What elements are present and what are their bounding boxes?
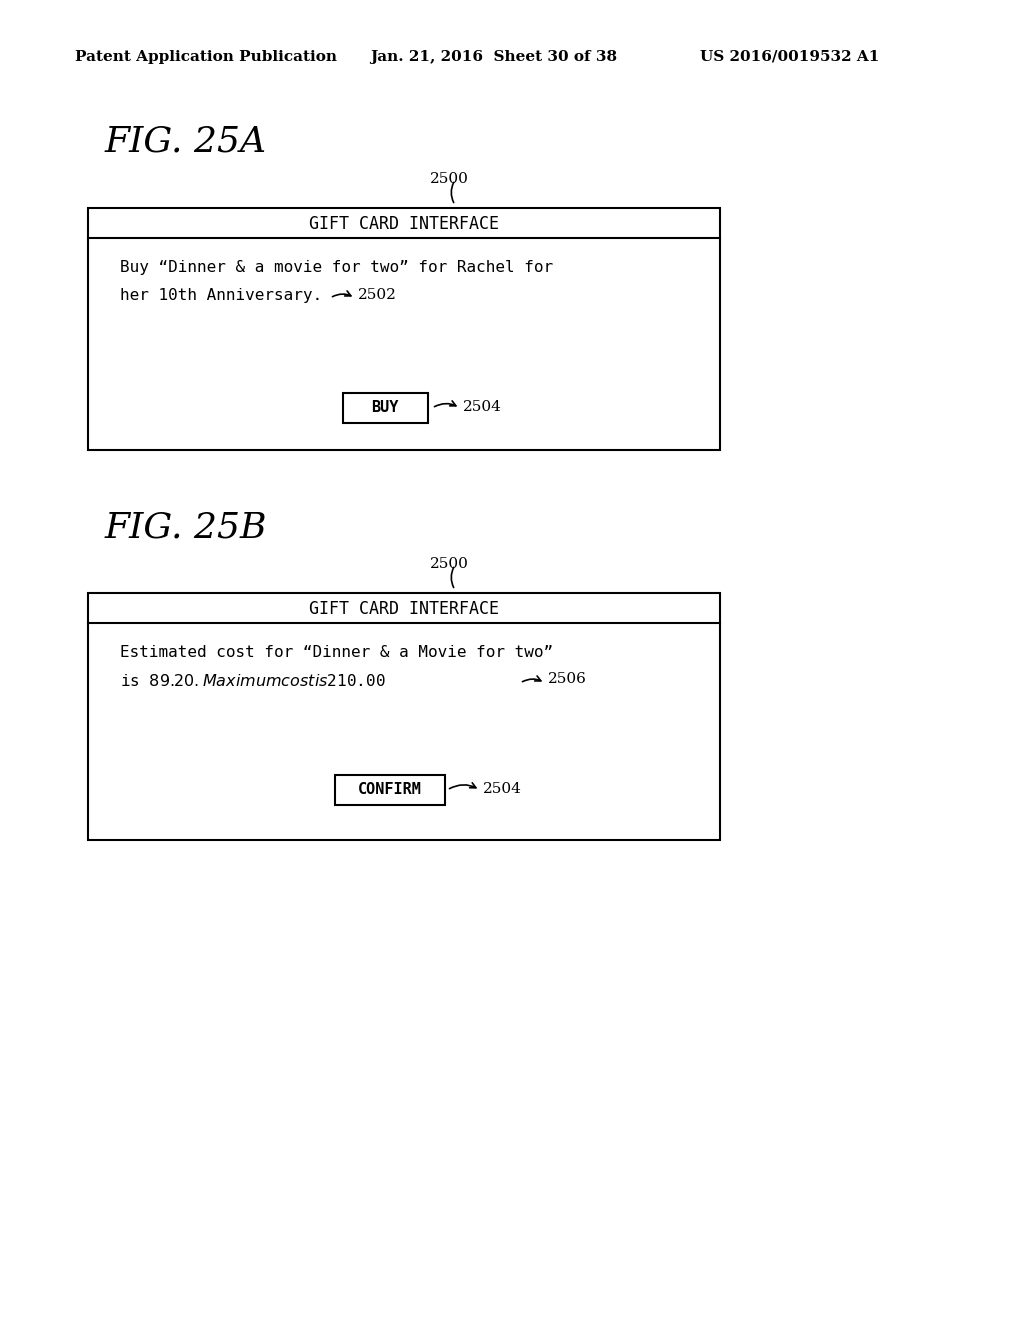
FancyBboxPatch shape	[88, 593, 720, 840]
Text: FIG. 25B: FIG. 25B	[105, 510, 267, 544]
Text: US 2016/0019532 A1: US 2016/0019532 A1	[700, 50, 880, 63]
Text: 2500: 2500	[430, 172, 469, 186]
Text: FIG. 25A: FIG. 25A	[105, 125, 267, 158]
Text: 2504: 2504	[463, 400, 502, 414]
FancyBboxPatch shape	[335, 775, 445, 805]
Text: 2504: 2504	[483, 781, 522, 796]
FancyBboxPatch shape	[342, 393, 427, 422]
Text: Jan. 21, 2016  Sheet 30 of 38: Jan. 21, 2016 Sheet 30 of 38	[370, 50, 617, 63]
Text: BUY: BUY	[372, 400, 398, 414]
Text: GIFT CARD INTERFACE: GIFT CARD INTERFACE	[309, 215, 499, 234]
Text: is $89.20. Maximum cost is $210.00: is $89.20. Maximum cost is $210.00	[120, 673, 386, 689]
Text: Patent Application Publication: Patent Application Publication	[75, 50, 337, 63]
Text: 2502: 2502	[358, 288, 397, 302]
Text: Estimated cost for “Dinner & a Movie for two”: Estimated cost for “Dinner & a Movie for…	[120, 645, 553, 660]
Text: Buy “Dinner & a movie for two” for Rachel for: Buy “Dinner & a movie for two” for Rache…	[120, 260, 553, 275]
Text: her 10th Anniversary.: her 10th Anniversary.	[120, 288, 323, 304]
Text: 2500: 2500	[430, 557, 469, 572]
Text: CONFIRM: CONFIRM	[358, 781, 422, 796]
Text: 2506: 2506	[548, 672, 587, 686]
Text: GIFT CARD INTERFACE: GIFT CARD INTERFACE	[309, 601, 499, 618]
FancyBboxPatch shape	[88, 209, 720, 450]
